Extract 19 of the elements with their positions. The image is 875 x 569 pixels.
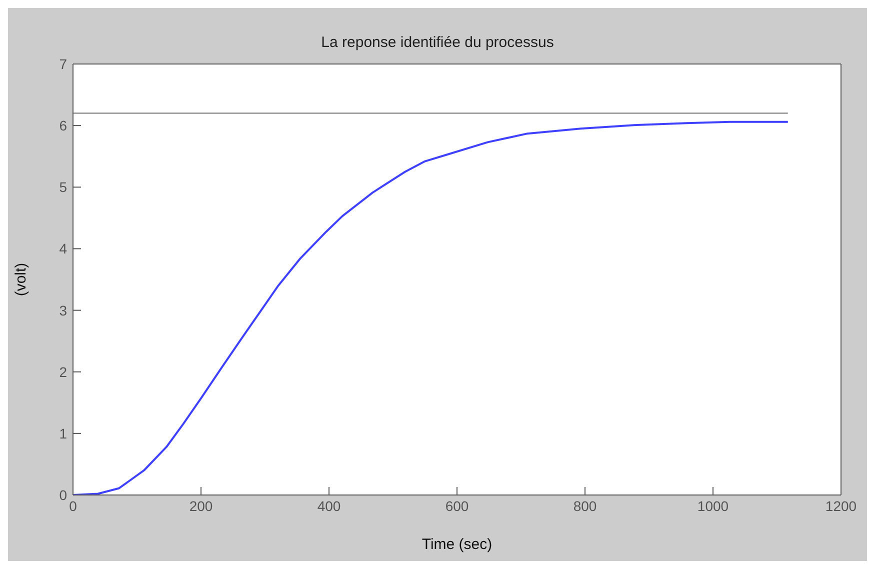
y-tick-label: 6	[59, 118, 68, 134]
y-tick-label: 5	[59, 179, 68, 196]
chart-title: La reponse identifiée du processus	[320, 34, 555, 51]
x-tick-label: 800	[573, 498, 597, 514]
y-tick-label: 3	[59, 302, 68, 318]
x-tick-label: 0	[69, 498, 78, 514]
x-tick-label: 1200	[825, 498, 857, 514]
y-tick-label: 4	[59, 240, 68, 257]
x-tick-label: 200	[189, 498, 213, 514]
y-tick-label: 7	[59, 56, 68, 72]
y-tick-label: 1	[59, 425, 68, 442]
y-axis-title: (volt)	[12, 262, 30, 296]
x-tick-label: 600	[445, 498, 469, 514]
x-tick-label: 400	[317, 498, 341, 514]
y-tick-label: 0	[59, 486, 68, 503]
x-tick-label: 1000	[697, 498, 729, 514]
x-axis-title: Time (sec)	[422, 536, 492, 553]
line-series	[73, 120, 789, 495]
y-tick-label: 2	[59, 364, 68, 380]
